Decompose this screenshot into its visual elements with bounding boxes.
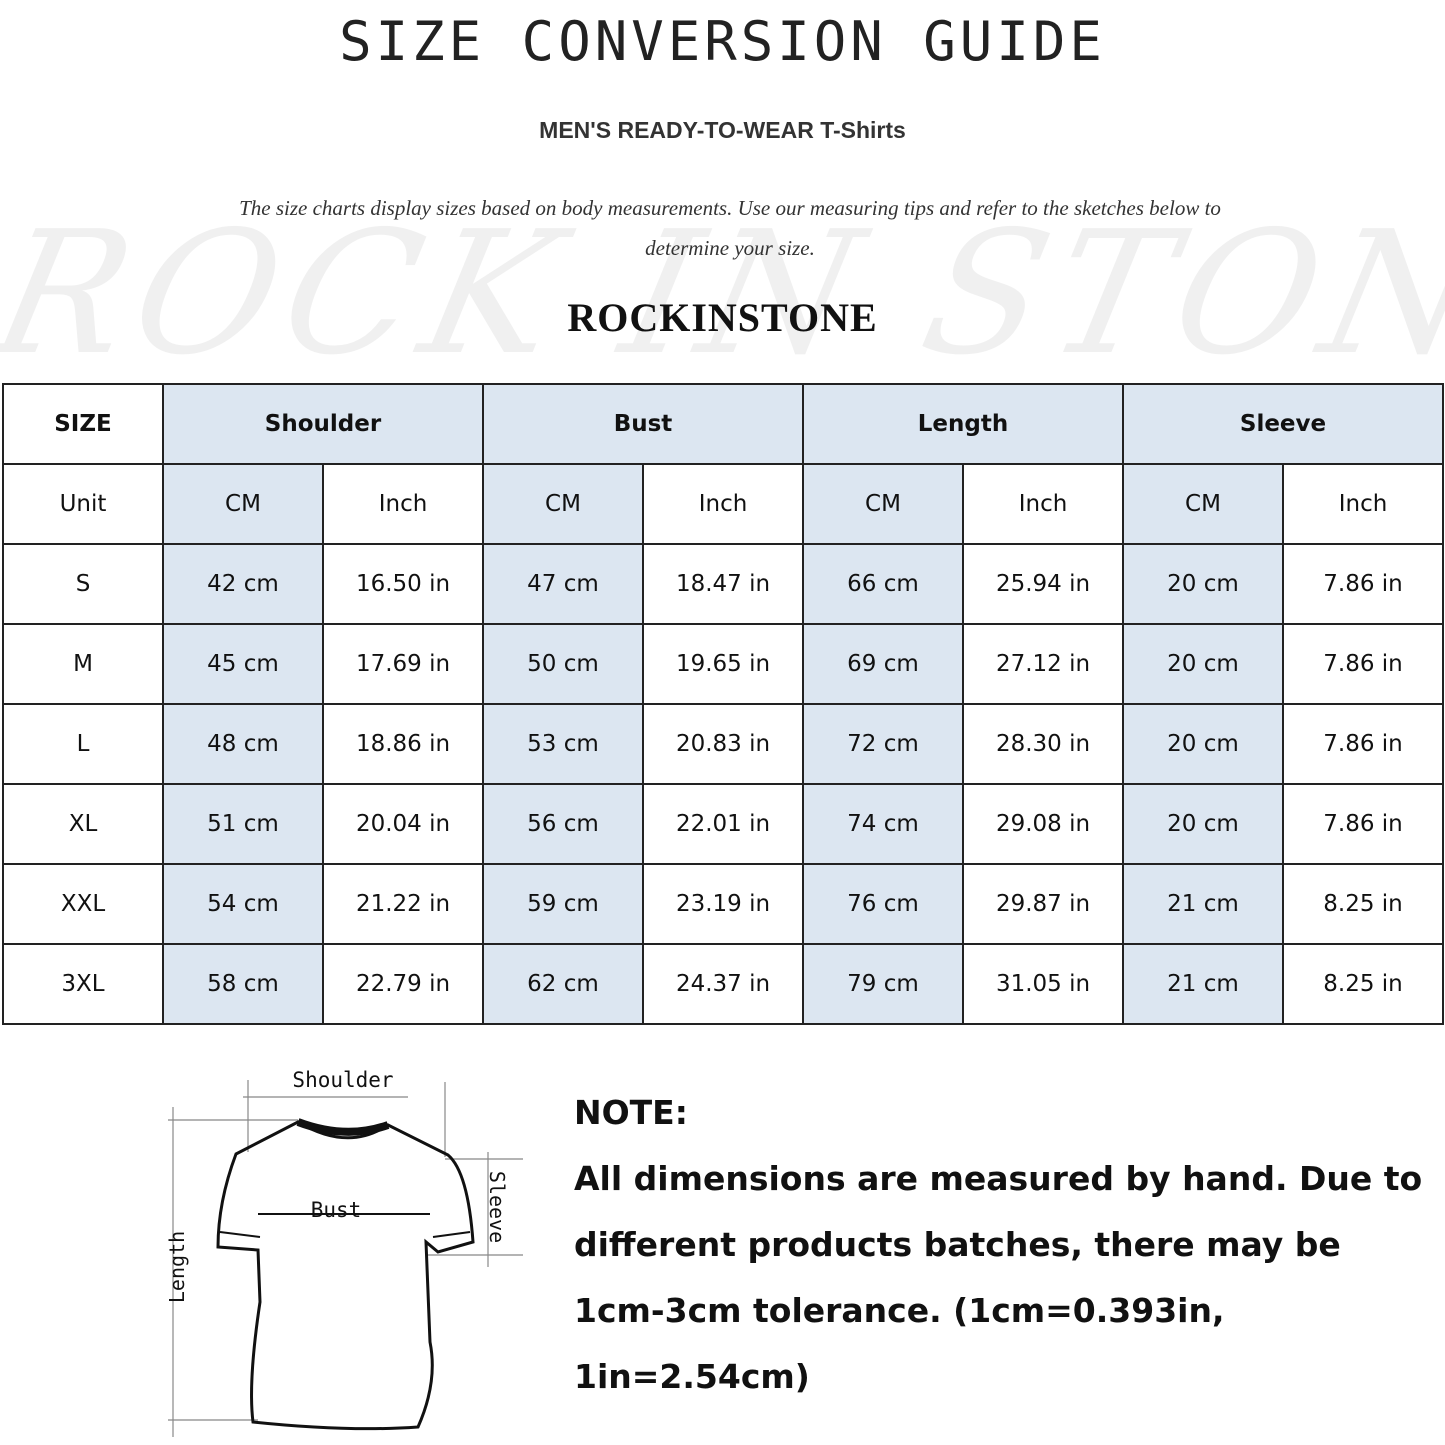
value-cell: 21 cm [1122,863,1284,945]
size-cell: XXL [2,863,164,945]
value-cell: 23.19 in [642,863,804,945]
unit-header: Inch [642,463,804,545]
value-cell: 20.83 in [642,703,804,785]
value-cell: 7.86 in [1282,623,1444,705]
value-cell: 24.37 in [642,943,804,1025]
value-cell: 8.25 in [1282,863,1444,945]
diagram-label-length: Length [165,1231,189,1303]
brand-name: ROCKINSTONE [567,295,878,340]
value-cell: 20 cm [1122,703,1284,785]
value-cell: 69 cm [802,623,964,705]
value-cell: 27.12 in [962,623,1124,705]
measurement-lines [168,1080,523,1437]
value-cell: 48 cm [162,703,324,785]
value-cell: 72 cm [802,703,964,785]
value-cell: 18.86 in [322,703,484,785]
value-cell: 51 cm [162,783,324,865]
value-cell: 56 cm [482,783,644,865]
value-cell: 59 cm [482,863,644,945]
value-cell: 54 cm [162,863,324,945]
value-cell: 22.79 in [322,943,484,1025]
value-cell: 47 cm [482,543,644,625]
value-cell: 19.65 in [642,623,804,705]
value-cell: 53 cm [482,703,644,785]
page-title: SIZE CONVERSION GUIDE [339,10,1106,73]
value-cell: 18.47 in [642,543,804,625]
note-heading: NOTE: [574,1093,688,1132]
value-cell: 16.50 in [322,543,484,625]
value-cell: 28.30 in [962,703,1124,785]
unit-label: Unit [2,463,164,545]
value-cell: 66 cm [802,543,964,625]
unit-header: Inch [962,463,1124,545]
subtitle: MEN'S READY-TO-WEAR T-Shirts [539,117,906,143]
value-cell: 62 cm [482,943,644,1025]
value-cell: 17.69 in [322,623,484,705]
table-row: S 42 cm 16.50 in 47 cm 18.47 in 66 cm 25.94 in… [2,543,1444,625]
table-row: L 48 cm 18.86 in 53 cm 20.83 in 72 cm 28.30 in… [2,703,1444,785]
size-cell: XL [2,783,164,865]
table-row: XXL 54 cm 21.22 in 59 cm 23.19 in 76 cm 29.87 … [2,863,1444,945]
unit-row: Unit CM Inch CM Inch CM Inch CM Inch [2,463,1444,545]
value-cell: 22.01 in [642,783,804,865]
value-cell: 7.86 in [1282,783,1444,865]
value-cell: 20 cm [1122,783,1284,865]
value-cell: 45 cm [162,623,324,705]
note-line: different products batches, there may be [574,1225,1341,1264]
unit-header: CM [482,463,644,545]
value-cell: 7.86 in [1282,703,1444,785]
size-cell: 3XL [2,943,164,1025]
value-cell: 7.86 in [1282,543,1444,625]
value-cell: 20 cm [1122,623,1284,705]
value-cell: 21 cm [1122,943,1284,1025]
value-cell: 20.04 in [322,783,484,865]
value-cell: 50 cm [482,623,644,705]
table-row: M 45 cm 17.69 in 50 cm 19.65 in 69 cm 27.12 in… [2,623,1444,705]
value-cell: 31.05 in [962,943,1124,1025]
unit-header: CM [802,463,964,545]
note-block: NOTE: All dimensions are measured by han… [574,1080,1434,1410]
diagram-label-sleeve: Sleeve [485,1171,509,1243]
table-row: XL 51 cm 20.04 in 56 cm 22.01 in 74 cm 29.08 i… [2,783,1444,865]
table-row: 3XL 58 cm 22.79 in 62 cm 24.37 in 79 cm 31.05 … [2,943,1444,1025]
description: The size charts display sizes based on b… [239,196,1221,260]
note-line: All dimensions are measured by hand. Due… [574,1159,1423,1198]
size-cell: S [2,543,164,625]
unit-header: CM [162,463,324,545]
value-cell: 21.22 in [322,863,484,945]
unit-header: CM [1122,463,1284,545]
header-group-sleeve: Sleeve [1122,383,1444,465]
value-cell: 58 cm [162,943,324,1025]
tshirt-measurement-diagram: Shoulder Bust Sleeve Length [165,1068,523,1437]
header-group-length: Length [802,383,1124,465]
header-size: SIZE [2,383,164,465]
value-cell: 29.87 in [962,863,1124,945]
unit-header: Inch [322,463,484,545]
value-cell: 25.94 in [962,543,1124,625]
unit-header: Inch [1282,463,1444,545]
value-cell: 42 cm [162,543,324,625]
header-group-shoulder: Shoulder [162,383,484,465]
diagram-label-bust: Bust [311,1198,362,1222]
value-cell: 76 cm [802,863,964,945]
value-cell: 20 cm [1122,543,1284,625]
value-cell: 8.25 in [1282,943,1444,1025]
size-cell: M [2,623,164,705]
size-table: SIZE Shoulder Bust Length Sleeve Unit CM Inch CM… [2,383,1444,1025]
header-group-bust: Bust [482,383,804,465]
value-cell: 74 cm [802,783,964,865]
value-cell: 29.08 in [962,783,1124,865]
value-cell: 79 cm [802,943,964,1025]
size-cell: L [2,703,164,785]
diagram-label-shoulder: Shoulder [292,1068,393,1092]
header-row: SIZE Shoulder Bust Length Sleeve [2,383,1444,465]
tshirt-outline [216,1118,475,1431]
note-line: 1cm-3cm tolerance. (1cm=0.393in, 1in=2.5… [574,1291,1225,1396]
